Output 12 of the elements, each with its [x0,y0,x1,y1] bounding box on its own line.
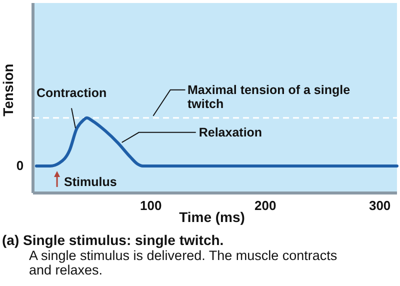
x-tick-label: 200 [254,198,276,213]
text: 0 [16,158,24,173]
annotation: Stimulus [64,174,117,189]
text: A single stimulus is delivered. The muscle contracts and relaxes. [29,248,338,278]
y-axis-title: Tension [0,64,16,116]
x-tick-label: 300 [368,198,391,213]
annotation: Contraction [36,86,107,100]
ref-line-label: Maximal tension of a single twitch [188,82,350,111]
x-tick-label: 100 [140,198,162,213]
x-axis-title: Time (ms) [179,209,245,225]
text: (a) Single stimulus: single twitch. [2,232,224,248]
annotation: Relaxation [198,125,262,140]
